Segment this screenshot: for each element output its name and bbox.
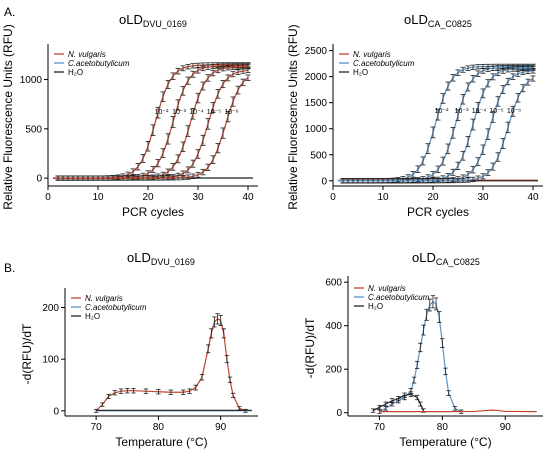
series-line-dilution: [338, 65, 533, 182]
x-tick-label: 0: [45, 192, 51, 203]
chart-b-dvu0169: oLDDVU_0169 70 80 90 0 100 200 Temperature (°C)…: [20, 250, 258, 449]
chart-title-sub: CA_C0825: [428, 19, 472, 29]
legend-label: N. vulgaris: [85, 294, 123, 303]
dilution-label: 10⁻⁶: [507, 108, 521, 115]
chart-title: oLDDVU_0169: [127, 250, 195, 267]
panel-label-b: B.: [4, 261, 15, 275]
chart-title-sub: DVU_0169: [151, 257, 195, 267]
legend-label: C.acetobutylicum: [85, 303, 147, 312]
dilution-label: 10⁻²: [435, 108, 449, 115]
y-tick-label: 600: [325, 278, 342, 289]
x-tick-label: 10: [377, 192, 389, 203]
legend-label: H₂O: [353, 68, 368, 77]
y-axis-label: -d(RFU)/dT: [303, 317, 317, 378]
y-tick-label: 0: [36, 174, 42, 185]
x-tick-label: 20: [427, 192, 439, 203]
series-line: [379, 409, 537, 413]
chart-title-main: oLD: [404, 12, 428, 27]
y-tick-label: 200: [42, 303, 59, 314]
y-tick-label: 2500: [305, 46, 328, 57]
x-tick-label: 30: [192, 192, 204, 203]
y-tick-label: 400: [325, 321, 342, 332]
y-tick-label: 1000: [305, 124, 328, 135]
series-line-dilution: [338, 78, 534, 182]
chart-title-main: oLD: [119, 12, 143, 27]
dilution-label: 10⁻⁴: [189, 109, 204, 116]
chart-b-cac0825: oLDCA_C0825 70 80 90 0 200 400 600 Temperature (…: [303, 250, 543, 449]
y-tick-label: 500: [25, 124, 42, 135]
x-tick-label: 90: [215, 422, 227, 433]
legend-label: N. vulgaris: [353, 50, 391, 59]
panel-label-a: A.: [4, 5, 15, 19]
legend-label: H₂O: [68, 68, 83, 77]
y-tick-label: 0: [321, 176, 327, 187]
series-line-dilution: [53, 77, 249, 179]
x-axis-label: PCR cycles: [122, 205, 184, 219]
y-tick-label: 0: [336, 408, 342, 419]
series-line-dilution: [53, 69, 249, 179]
series-line-dilution: [53, 65, 249, 179]
chart-title: oLDDVU_0169: [119, 12, 187, 29]
chart-a-dvu0169: oLDDVU_0169 0 10 20 30 40 0 500 1000 PCR cycles Re…: [1, 12, 258, 219]
dilution-label: 10⁻³: [455, 108, 469, 115]
x-tick-label: 40: [527, 192, 539, 203]
dilution-label: 10⁻⁴: [472, 108, 487, 115]
y-tick-label: 500: [310, 150, 327, 161]
dilution-label: 10⁻⁶: [224, 109, 238, 116]
y-axis-label: Relative Fluorescence Units (RFU): [286, 24, 300, 209]
legend-label: H₂O: [85, 312, 100, 321]
chart-title-main: oLD: [127, 250, 151, 265]
y-tick-label: 2000: [305, 72, 328, 83]
x-tick-label: 90: [500, 422, 512, 433]
chart-title-sub: CA_C0825: [436, 257, 480, 267]
x-axis-label: Temperature (°C): [399, 435, 491, 449]
dilution-label: 10⁻³: [172, 109, 186, 116]
y-tick-label: 200: [325, 365, 342, 376]
chart-title-main: oLD: [412, 250, 436, 265]
y-tick-label: 1500: [305, 98, 328, 109]
x-tick-label: 10: [92, 192, 104, 203]
x-tick-label: 40: [242, 192, 254, 203]
chart-title-sub: DVU_0169: [143, 19, 187, 29]
legend-label: H₂O: [368, 302, 383, 311]
series-line: [372, 393, 425, 412]
legend-label: C.acetobutylicum: [368, 293, 430, 302]
dilution-label: 10⁻⁵: [489, 108, 503, 115]
y-tick-label: 1000: [20, 75, 43, 86]
legend-label: C.acetobutylicum: [353, 59, 415, 68]
dilution-label: 10⁻⁵: [207, 109, 221, 116]
series-line-dilution: [338, 70, 534, 182]
x-tick-label: 20: [142, 192, 154, 203]
series-line: [95, 318, 246, 412]
y-tick-label: 100: [42, 355, 59, 366]
legend-label: C.acetobutylicum: [68, 59, 130, 68]
y-axis-label: -d(RFU)/dT: [20, 323, 34, 384]
chart-title: oLDCA_C0825: [404, 12, 472, 29]
chart-title: oLDCA_C0825: [412, 250, 480, 267]
y-axis-label: Relative Fluorescence Units (RFU): [1, 24, 15, 209]
chart-a-cac0825: oLDCA_C0825 0 10 20 30 40 0 500 1000 1500 2000 2500…: [286, 12, 543, 219]
series-line-dilution: [53, 64, 248, 179]
series-line: [379, 300, 462, 413]
legend-label: N. vulgaris: [368, 284, 406, 293]
x-tick-label: 80: [437, 422, 449, 433]
legend-label: N. vulgaris: [68, 50, 106, 59]
x-tick-label: 30: [477, 192, 489, 203]
x-tick-label: 70: [91, 422, 103, 433]
x-axis-label: PCR cycles: [407, 205, 469, 219]
y-tick-label: 0: [53, 406, 59, 417]
x-tick-label: 80: [153, 422, 165, 433]
series-line-dilution: [53, 66, 249, 179]
x-tick-label: 70: [374, 422, 386, 433]
dilution-label: 10⁻²: [155, 109, 169, 116]
x-axis-label: Temperature (°C): [115, 435, 207, 449]
x-tick-label: 0: [330, 192, 336, 203]
